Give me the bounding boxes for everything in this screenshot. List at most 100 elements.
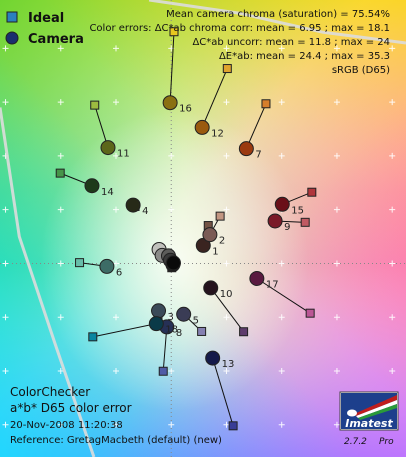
grid-tick (113, 367, 119, 374)
patch-label-3: 3 (168, 312, 174, 323)
grid-tick (2, 45, 9, 52)
patch-label-7: 7 (255, 150, 261, 161)
grid-tick (389, 314, 396, 321)
camera-marker-24 (165, 255, 181, 271)
grid-tick (389, 367, 396, 374)
grid-tick (57, 367, 64, 374)
patch-label-12: 12 (211, 128, 224, 139)
grid-tick (223, 206, 230, 213)
grid-tick (333, 314, 340, 321)
grid-tick (333, 206, 340, 213)
error-vector-16 (169, 31, 175, 103)
camera-marker-18 (148, 316, 164, 332)
grid-tick (113, 314, 119, 321)
camera-marker-12 (194, 119, 210, 135)
grid-tick (2, 99, 9, 106)
grid-tick (223, 99, 230, 106)
ideal-marker-7 (261, 99, 271, 109)
ideal-marker-16 (169, 27, 179, 37)
camera-marker-7 (238, 141, 254, 157)
error-vector-7 (245, 103, 267, 149)
chart-date: 20-Nov-2008 11:20:38 (10, 420, 123, 431)
stat-mean-chroma: Mean camera chroma (saturation) = 75.54% (166, 9, 390, 20)
legend-ideal-swatch (6, 11, 18, 23)
grid-tick (278, 367, 285, 374)
patch-label-11: 11 (117, 149, 130, 160)
ideal-marker-15 (307, 187, 317, 197)
camera-marker-17 (249, 271, 265, 287)
grid-tick (168, 152, 175, 159)
patch-label-10: 10 (220, 289, 233, 300)
patch-label-15: 15 (291, 205, 304, 216)
legend-camera-label: Camera (28, 32, 84, 47)
grid-tick (2, 206, 9, 213)
grid-tick (223, 367, 230, 374)
camera-marker-10 (203, 280, 219, 296)
grid-tick (57, 99, 64, 106)
grid-tick (389, 152, 396, 159)
grid-tick (278, 421, 285, 428)
patch-label-5: 5 (193, 315, 199, 326)
grid-tick (113, 206, 119, 213)
logo-name: Imatest (345, 417, 393, 430)
ideal-marker-2 (215, 211, 225, 221)
error-vector-12 (201, 68, 228, 128)
ideal-marker-14 (55, 168, 65, 178)
legend-ideal-label: Ideal (28, 11, 64, 26)
camera-marker-11 (100, 140, 116, 156)
patch-label-2: 2 (219, 236, 225, 247)
grid-tick (2, 421, 9, 428)
chart-title: ColorChecker (10, 385, 90, 399)
camera-marker-6 (99, 258, 115, 274)
patch-label-4: 4 (142, 206, 148, 217)
grid-tick (278, 260, 285, 267)
grid-tick (389, 99, 396, 106)
grid-tick (333, 367, 340, 374)
grid-tick (223, 314, 230, 321)
ideal-marker-13 (228, 421, 238, 431)
grid-tick (168, 206, 175, 213)
patch-label-13: 13 (222, 359, 235, 370)
grid-tick (389, 206, 396, 213)
grid-tick (57, 314, 64, 321)
grid-tick (333, 421, 340, 428)
legend: Ideal Camera (5, 11, 84, 47)
stats-block: Mean camera chroma (saturation) = 75.54%… (89, 9, 390, 76)
camera-marker-2 (202, 227, 218, 243)
camera-marker-14 (84, 178, 100, 194)
grid-tick (113, 45, 119, 52)
camera-marker-13 (205, 350, 221, 366)
patch-label-6: 6 (116, 267, 122, 278)
grid-tick (57, 260, 64, 267)
logo-version: 2.7.2 (344, 437, 367, 447)
gamut-line-left (0, 107, 96, 457)
ideal-marker-17 (305, 308, 315, 318)
camera-marker-15 (274, 196, 290, 212)
grid-tick (333, 152, 340, 159)
grid-tick (113, 99, 119, 106)
gamut-line-top (148, 0, 406, 45)
grid-tick (113, 260, 119, 267)
grid-tick (57, 206, 64, 213)
patch-label-1: 1 (212, 246, 218, 257)
ideal-marker-6 (75, 258, 85, 268)
patch-label-8: 8 (176, 328, 182, 339)
grid-tick (2, 260, 9, 267)
grid-tick (2, 367, 9, 374)
stat-chroma-uncorr: ΔC*ab uncorr: mean = 11.8 ; max = 24 (192, 37, 390, 48)
grid-tick (168, 314, 175, 321)
grid-tick (278, 152, 285, 159)
grid-tick (168, 367, 175, 374)
grid-tick (333, 260, 340, 267)
stat-chroma-corr: Color errors: ΔC*ab chroma corr: mean = … (89, 23, 390, 34)
ideal-marker-9 (300, 217, 310, 227)
patch-label-18: 18 (165, 325, 178, 336)
chart-reference: Reference: GretagMacbeth (default) (new) (10, 435, 222, 446)
grid-tick (278, 99, 285, 106)
ideal-marker-5 (197, 326, 207, 336)
ideal-marker-8 (158, 366, 168, 376)
